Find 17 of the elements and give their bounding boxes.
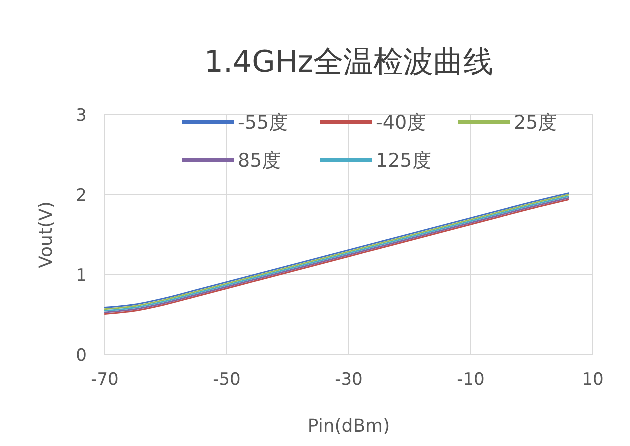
y-tick-label: 2	[76, 186, 87, 206]
x-tick-label: 10	[582, 370, 604, 390]
x-tick-label: -10	[457, 370, 485, 390]
x-axis-title: Pin(dBm)	[308, 416, 390, 437]
legend-label: -40度	[376, 112, 426, 134]
y-tick-label: 3	[76, 106, 87, 126]
legend-label: 25度	[514, 112, 558, 134]
x-tick-label: -30	[335, 370, 363, 390]
y-axis-title: Vout(V)	[36, 202, 57, 268]
legend-label: -55度	[238, 112, 288, 134]
x-tick-label: -70	[91, 370, 119, 390]
x-tick-label: -50	[213, 370, 241, 390]
legend-label: 125度	[376, 150, 432, 172]
y-tick-label: 1	[76, 266, 87, 286]
chart-title: 1.4GHz全温检波曲线	[204, 45, 494, 80]
y-tick-label: 0	[76, 346, 87, 366]
legend-label: 85度	[238, 150, 282, 172]
